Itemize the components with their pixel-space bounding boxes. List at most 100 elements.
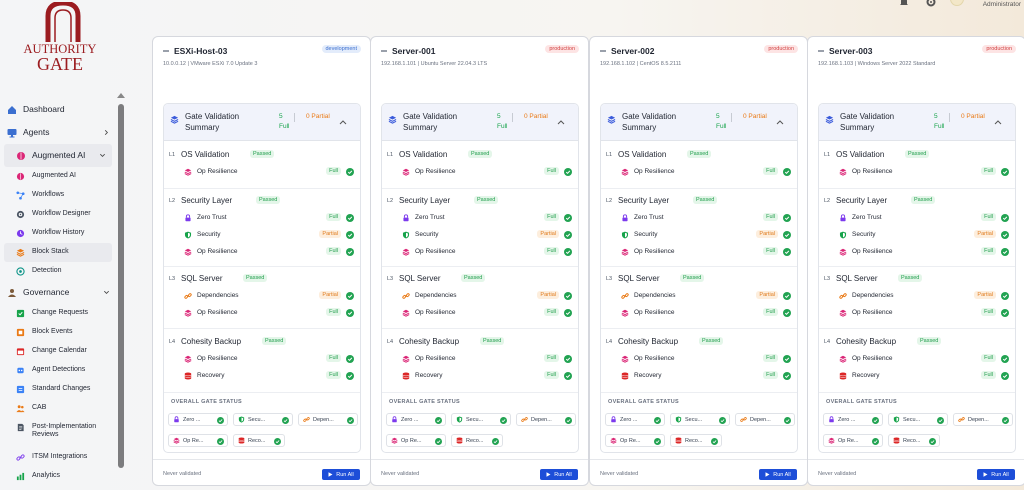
overall-status-chip[interactable]: Secu... <box>670 413 730 426</box>
run-all-button[interactable]: Run All <box>322 469 360 480</box>
check-circle-icon <box>872 416 879 424</box>
layers-icon <box>16 248 25 257</box>
sidebar-item-standard-changes[interactable]: Standard Changes <box>0 380 116 399</box>
document-icon <box>17 423 24 432</box>
sidebar-item-agents[interactable]: Agents <box>0 121 116 144</box>
sidebar-item-workflow-designer[interactable]: Workflow Designer <box>0 205 116 224</box>
validation-layer: L1 OS Validation Passed Op Resilience Full <box>164 148 360 176</box>
chevron-up-icon[interactable] <box>557 119 565 125</box>
collapse-dash-icon[interactable] <box>381 50 387 52</box>
sidebar-item-workflows[interactable]: Workflows <box>0 186 116 205</box>
check-circle-icon <box>346 214 354 222</box>
overall-status-chip[interactable]: Zero ... <box>605 413 665 426</box>
shield-icon <box>839 231 847 239</box>
overall-status-chip[interactable]: Op Re... <box>823 434 883 447</box>
run-all-button[interactable]: Run All <box>759 469 797 480</box>
sidebar-item-change-requests[interactable]: Change Requests <box>0 304 116 323</box>
sidebar-item-block-stack[interactable]: Block Stack <box>4 243 112 262</box>
chevron-right-icon[interactable] <box>103 129 110 136</box>
overall-status-chip[interactable]: Op Re... <box>386 434 446 447</box>
sidebar-item-block-events[interactable]: Block Events <box>0 323 116 342</box>
gate-validation-summary-header[interactable]: Gate Validation Summary 5 Full 0 Partial <box>819 104 1015 141</box>
sidebar-item-augmented-ai[interactable]: Augmented AI <box>0 167 116 186</box>
sidebar-item-workflow-history[interactable]: Workflow History <box>0 224 116 243</box>
overall-status-chip[interactable]: Depen... <box>735 413 795 426</box>
gate-level-badge: Full <box>981 167 996 175</box>
overall-status-chip[interactable]: Op Re... <box>605 434 665 447</box>
host-title[interactable]: Server-002 <box>600 46 654 56</box>
collapse-dash-icon[interactable] <box>818 50 824 52</box>
overall-status-chip[interactable]: Depen... <box>953 413 1013 426</box>
user-avatar[interactable] <box>950 0 964 6</box>
gate-validation-summary-header[interactable]: Gate Validation Summary 5 Full 0 Partial <box>164 104 360 141</box>
run-all-label: Run All <box>336 471 354 478</box>
layer-name: Security Layer <box>618 196 670 205</box>
overall-status-chip[interactable]: Depen... <box>298 413 358 426</box>
gate-level-badge: Full <box>326 308 341 316</box>
layers-icon <box>388 115 397 124</box>
gate-level-badge: Full <box>544 247 559 255</box>
overall-status-chip[interactable]: Reco... <box>233 434 285 447</box>
gate-check-row: Op Resilience Full <box>621 307 793 320</box>
op-resilience-icon <box>173 437 180 444</box>
overall-status-chip[interactable]: Secu... <box>451 413 511 426</box>
host-title[interactable]: Server-001 <box>381 46 435 56</box>
sidebar-item-governance[interactable]: Governance <box>0 281 116 304</box>
op-resilience-icon <box>621 168 629 176</box>
layer-level: L1 <box>824 152 831 158</box>
bell-icon[interactable] <box>899 0 909 7</box>
sidebar-item-agent-detections[interactable]: Agent Detections <box>0 361 116 380</box>
layer-status-badge: Passed <box>687 150 712 158</box>
overall-status-chip[interactable]: Secu... <box>233 413 293 426</box>
validation-layer: L3 SQL Server Passed Dependencies Partial Op … <box>382 272 578 317</box>
chevron-up-icon[interactable] <box>339 119 347 125</box>
overall-status-chip[interactable]: Op Re... <box>168 434 228 447</box>
overall-status-chip[interactable]: Reco... <box>670 434 722 447</box>
gate-validation-summary-header[interactable]: Gate Validation Summary 5 Full 0 Partial <box>601 104 797 141</box>
authority-gate-logo[interactable]: AUTHORITY GATE <box>12 2 108 74</box>
summary-partial-count: 0 Partial <box>743 113 767 120</box>
chevron-down-icon[interactable] <box>103 289 110 296</box>
collapse-dash-icon[interactable] <box>600 50 606 52</box>
sidebar-item-dashboard[interactable]: Dashboard <box>0 98 116 121</box>
gate-validation-summary-header[interactable]: Gate Validation Summary 5 Full 0 Partial <box>382 104 578 141</box>
sidebar-item-detection[interactable]: Detection <box>0 262 116 281</box>
gate-check-label: Op Resilience <box>197 248 238 255</box>
chevron-up-icon[interactable] <box>994 119 1002 125</box>
overall-status-chip[interactable]: Zero ... <box>386 413 446 426</box>
overall-status-chip[interactable]: Zero ... <box>823 413 883 426</box>
sidebar-item-post-implementation-reviews[interactable]: Post-Implementation Reviews <box>0 418 116 448</box>
gate-check-label: Security <box>852 231 876 238</box>
gate-level-badge: Partial <box>974 291 996 299</box>
sidebar-scrollbar[interactable] <box>118 104 124 468</box>
sidebar-item-analytics[interactable]: Analytics <box>0 467 116 486</box>
recovery-icon <box>893 437 900 444</box>
summary-partial-count: 0 Partial <box>961 113 985 120</box>
host-title[interactable]: ESXi-Host-03 <box>163 46 227 56</box>
scroll-up-arrow[interactable] <box>117 93 125 98</box>
collapse-dash-icon[interactable] <box>163 50 169 52</box>
layer-header: L3 SQL Server Passed <box>164 272 360 286</box>
overall-status-chip[interactable]: Secu... <box>888 413 948 426</box>
run-all-button[interactable]: Run All <box>977 469 1015 480</box>
chip-label: Secu... <box>685 417 703 423</box>
summary-full-count: 5 Full <box>716 113 727 130</box>
sidebar-item-change-calendar[interactable]: Change Calendar <box>0 342 116 361</box>
sidebar-item-augmented-ai[interactable]: Augmented AI <box>4 144 112 167</box>
check-circle-icon <box>346 231 354 239</box>
overall-status-chip[interactable]: Reco... <box>451 434 503 447</box>
layer-divider <box>819 188 1015 189</box>
overall-status-chip[interactable]: Zero ... <box>168 413 228 426</box>
sidebar-item-cab[interactable]: CAB <box>0 399 116 418</box>
sidebar-item-itsm-integrations[interactable]: ITSM Integrations <box>0 448 116 467</box>
overall-status-chip[interactable]: Depen... <box>516 413 576 426</box>
chevron-up-icon[interactable] <box>776 119 784 125</box>
overall-status-chip[interactable]: Reco... <box>888 434 940 447</box>
run-all-button[interactable]: Run All <box>540 469 578 480</box>
settings-gear-icon[interactable] <box>926 0 936 7</box>
link-icon <box>16 454 25 461</box>
check-circle-icon <box>347 416 354 424</box>
chevron-down-icon[interactable] <box>99 152 106 159</box>
host-title[interactable]: Server-003 <box>818 46 872 56</box>
sidebar-item-label: Standard Changes <box>32 385 91 393</box>
